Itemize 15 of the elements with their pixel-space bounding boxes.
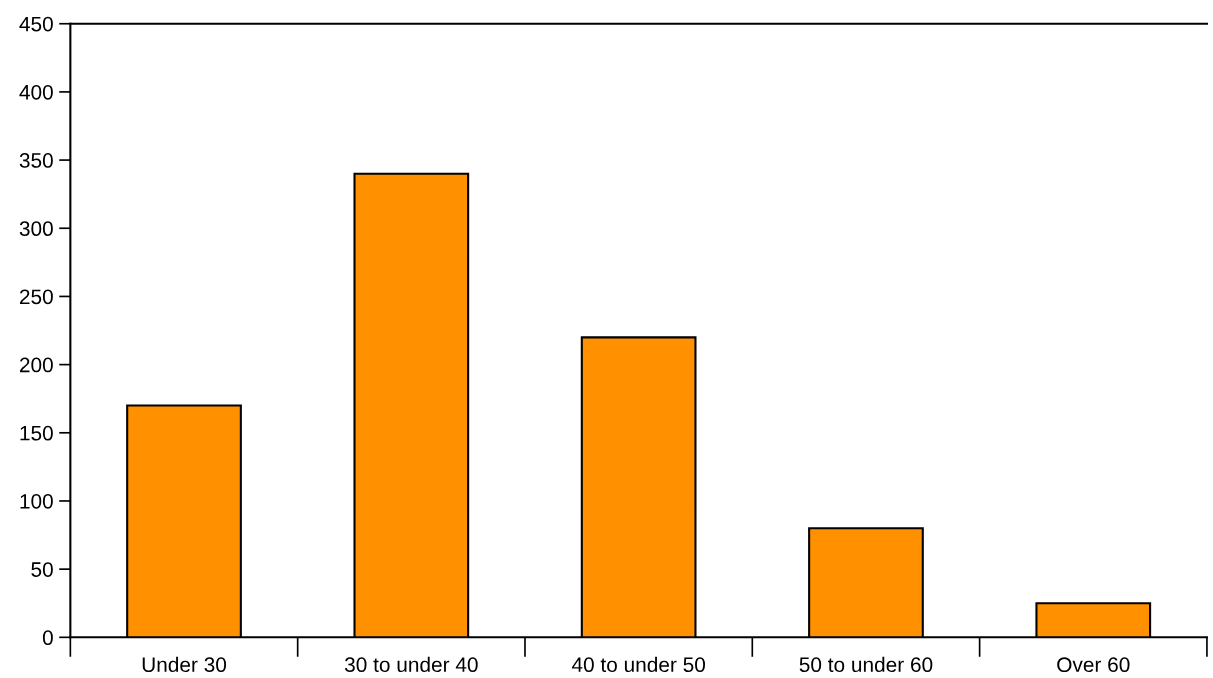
y-tick-label: 150 — [20, 425, 53, 441]
x-tick-label: Under 30 — [142, 656, 227, 673]
x-tick-label: 50 to under 60 — [799, 656, 933, 673]
y-tick-label: 100 — [20, 493, 53, 509]
x-tick-label: Over 60 — [1057, 657, 1130, 673]
y-tick-label: 450 — [19, 16, 53, 32]
y-tick-label: 50 — [31, 562, 53, 577]
y-tick-label: 200 — [19, 357, 53, 373]
y-tick-label: 300 — [19, 221, 53, 237]
y-tick-label: 0 — [42, 630, 53, 646]
y-tick-label: 350 — [19, 153, 53, 168]
x-tick-label: 40 to under 50 — [571, 656, 706, 673]
x-tick-label: 30 to under 40 — [344, 656, 478, 673]
y-tick-label: 400 — [19, 84, 53, 100]
y-tick-label: 250 — [19, 289, 53, 305]
